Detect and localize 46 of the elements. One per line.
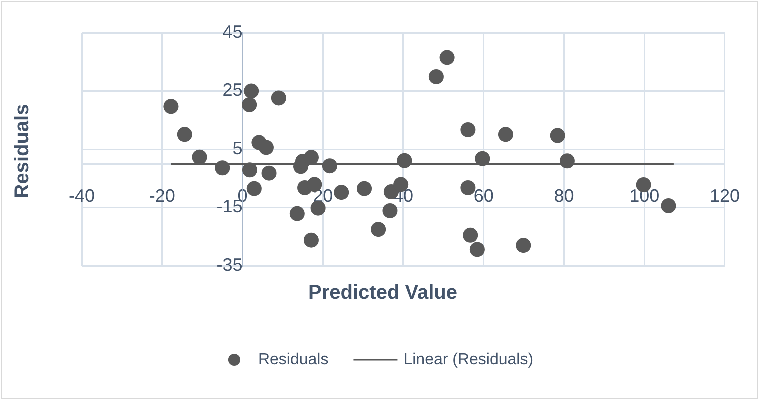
x-tick-label: 120 — [710, 186, 740, 206]
point — [304, 150, 319, 166]
point — [498, 127, 514, 142]
point — [357, 181, 372, 196]
y-tick-label: -35 — [216, 254, 243, 275]
point — [242, 162, 258, 178]
point — [475, 151, 490, 166]
point — [463, 228, 478, 243]
point — [246, 181, 262, 196]
point — [290, 206, 305, 222]
x-tick-label: -20 — [149, 186, 176, 206]
x-tick-label: -40 — [68, 186, 96, 206]
point — [550, 128, 566, 144]
legend-label: Residuals — [258, 351, 329, 368]
point — [262, 166, 277, 181]
y-tick-label: 5 — [232, 138, 243, 158]
point — [310, 200, 326, 216]
point — [661, 198, 676, 214]
point — [560, 154, 575, 169]
y-tick-label: 25 — [222, 80, 243, 100]
point — [271, 90, 286, 106]
point — [460, 122, 476, 138]
point — [164, 99, 179, 114]
point — [215, 160, 230, 176]
y-axis-title: Residuals — [12, 103, 34, 201]
x-axis-title: Predicted Value — [308, 282, 458, 305]
point — [371, 222, 386, 238]
point — [258, 140, 274, 156]
point — [334, 185, 350, 200]
point — [428, 69, 444, 84]
point — [397, 153, 412, 168]
point — [192, 150, 208, 165]
point — [440, 50, 455, 66]
x-tick-label: 60 — [474, 186, 494, 206]
point — [304, 232, 319, 248]
legend-label: Linear (Residuals) — [404, 351, 534, 368]
point — [516, 238, 532, 254]
y-tick-label: 45 — [222, 22, 243, 42]
x-tick-label: 80 — [554, 186, 574, 206]
point — [244, 84, 260, 99]
point — [242, 97, 258, 112]
point — [460, 180, 476, 196]
point — [177, 127, 192, 142]
point — [382, 203, 398, 218]
point — [470, 242, 485, 258]
point — [322, 158, 338, 174]
